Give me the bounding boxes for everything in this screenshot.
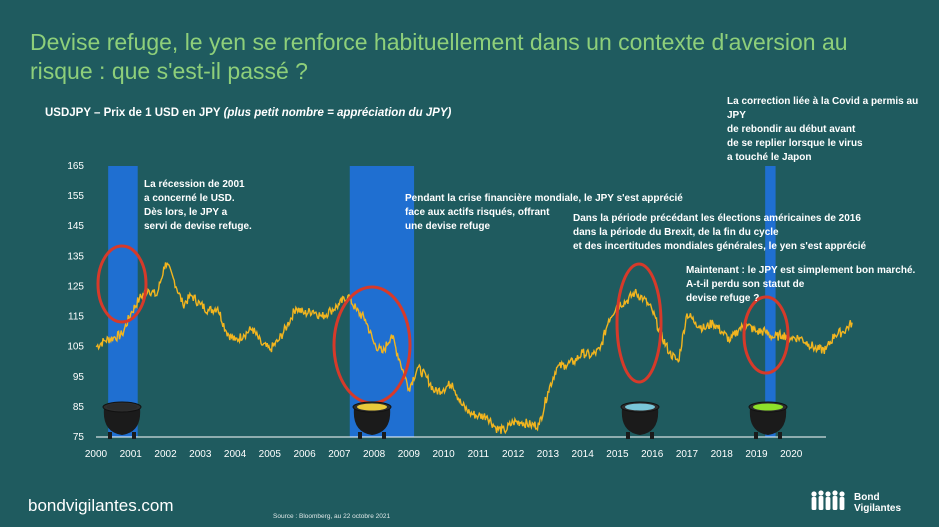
x-tick-label: 2009 — [398, 449, 421, 460]
x-tick-label: 2011 — [468, 449, 490, 460]
x-tick-label: 2001 — [120, 449, 143, 460]
highlight-circle-2001 — [96, 244, 148, 324]
x-tick-label: 2012 — [502, 449, 525, 460]
page-title: Devise refuge, le yen se renforce habitu… — [30, 29, 848, 84]
cauldron-icon — [748, 401, 788, 439]
y-tick-label: 145 — [67, 221, 84, 232]
chart-subtitle: USDJPY – Prix de 1 USD en JPY (plus peti… — [45, 107, 451, 119]
bond-vigilantes-logo-icon — [811, 490, 845, 510]
x-tick-label: 2004 — [224, 449, 247, 460]
x-tick-label: 2006 — [293, 449, 316, 460]
x-tick-label: 2017 — [676, 449, 699, 460]
x-tick-label: 2008 — [363, 449, 386, 460]
subtitle-main: USDJPY – Prix de 1 USD en JPY — [45, 107, 224, 119]
annotation-now: Maintenant : le JPY est simplement bon m… — [686, 265, 916, 304]
highlight-band-1 — [349, 166, 415, 437]
y-tick-label: 165 — [67, 161, 84, 172]
highlight-circle-2016 — [615, 262, 663, 384]
footer-source: Source : Bloomberg, au 22 octobre 2021 — [273, 513, 391, 520]
y-tick-label: 95 — [73, 372, 85, 383]
y-tick-label: 155 — [67, 191, 84, 202]
y-tick-label: 125 — [67, 281, 84, 292]
highlight-circle-2019 — [742, 295, 790, 375]
x-tick-label: 2002 — [154, 449, 177, 460]
cauldron-icon — [102, 401, 142, 439]
annotation-2016: Dans la période précédant les élections … — [573, 213, 867, 252]
logo-text: Bond Vigilantes — [854, 492, 901, 514]
y-tick-label: 135 — [67, 251, 84, 262]
x-tick-label: 2000 — [85, 449, 108, 460]
cauldron-icon — [352, 401, 392, 439]
x-tick-label: 2014 — [572, 449, 595, 460]
x-tick-label: 2016 — [641, 449, 664, 460]
x-tick-label: 2018 — [711, 449, 734, 460]
x-tick-label: 2007 — [328, 449, 351, 460]
x-tick-label: 2005 — [259, 449, 282, 460]
annotation-2008: Pendant la crise financière mondiale, le… — [405, 193, 683, 232]
cauldron-icon — [620, 401, 660, 439]
annotation-2001: La récession de 2001 a concerné le USD. … — [144, 179, 252, 232]
footer-site[interactable]: bondvigilantes.com — [28, 496, 174, 515]
y-tick-label: 105 — [67, 342, 84, 353]
x-tick-label: 2019 — [745, 449, 768, 460]
y-tick-label: 75 — [73, 432, 85, 443]
logo-line-2: Vigilantes — [854, 503, 902, 514]
x-tick-label: 2003 — [189, 449, 212, 460]
x-tick-label: 2020 — [780, 449, 803, 460]
x-tick-label: 2010 — [432, 449, 455, 460]
logo-line-1: Bond — [854, 492, 880, 503]
highlight-band-2 — [765, 166, 776, 437]
x-tick-label: 2013 — [537, 449, 560, 460]
annotation-covid: La correction liée à la Covid a permis a… — [727, 96, 919, 163]
series-line-usdjpy — [95, 261, 853, 435]
highlight-band-0 — [108, 166, 138, 437]
subtitle-italic: (plus petit nombre = appréciation du JPY… — [223, 107, 452, 119]
y-tick-label: 115 — [68, 312, 84, 323]
x-tick-label: 2015 — [606, 449, 629, 460]
y-tick-label: 85 — [73, 402, 85, 413]
